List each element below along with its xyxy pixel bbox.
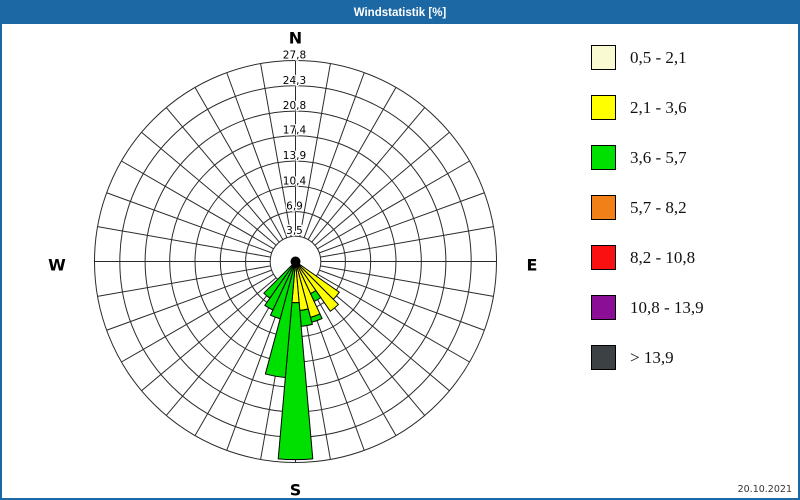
radial-axis-labels: 3,5 6,9 10,4 13,9 17,4 20,8 24,3 27,8 [282, 48, 308, 238]
grid-spoke-290 [106, 192, 272, 254]
chart-area: 3,5 6,9 10,4 13,9 17,4 20,8 24,3 27,8 N S W E 0… [2, 24, 798, 498]
grid-spoke-340 [226, 72, 288, 238]
compass-east-label: E [527, 256, 538, 275]
petal-180-seg [277, 302, 314, 461]
radial-tick-label-0: 3,5 [286, 225, 303, 237]
grid-spoke-120 [317, 273, 470, 363]
grid-spoke-110 [319, 269, 485, 331]
compass-north-label: N [289, 29, 302, 48]
grid-spoke-60 [317, 160, 470, 250]
grid-spoke-300 [121, 160, 274, 250]
grid-spoke-240 [121, 273, 274, 363]
title-bar: Windstatistik [%] [2, 2, 798, 24]
grid-spoke-350 [260, 63, 292, 237]
petal-210-seg [264, 261, 296, 311]
grid-spoke-10 [299, 63, 331, 237]
grid-spoke-80 [320, 226, 494, 258]
rose-center-dot [290, 256, 301, 267]
radial-tick-label-7: 27,8 [283, 50, 306, 62]
wind-rose-chart: 3,5 6,9 10,4 13,9 17,4 20,8 24,3 27,8 N S W E [48, 29, 537, 499]
grid-spoke-320 [165, 107, 280, 243]
grid-spoke-40 [311, 107, 426, 243]
grid-spoke-210 [194, 283, 284, 436]
radial-tick-label-4: 17,4 [283, 125, 307, 137]
window-title: Windstatistik [%] [353, 7, 447, 19]
grid-spoke-100 [320, 265, 494, 297]
grid-spoke-220 [165, 280, 280, 416]
grid-spoke-70 [319, 192, 485, 254]
petal-220-seg [263, 261, 296, 299]
compass-south-label: S [290, 481, 302, 499]
radial-tick-label-6: 24,3 [283, 75, 306, 87]
grid-spoke-30 [307, 87, 397, 240]
radial-tick-label-5: 20,8 [283, 100, 306, 112]
grid-spoke-330 [194, 87, 284, 240]
petal-140-seg [295, 261, 340, 312]
grid-spoke-150 [307, 283, 397, 436]
compass-west-label: W [48, 256, 66, 275]
grid-spoke-50 [314, 131, 450, 246]
grid-spoke-20 [303, 72, 365, 238]
grid-spoke-280 [97, 226, 271, 258]
date-stamp: 20.10.2021 [737, 484, 792, 495]
radial-tick-label-3: 13,9 [283, 150, 306, 162]
radial-tick-label-2: 10,4 [283, 175, 307, 187]
grid-spoke-250 [106, 269, 272, 331]
radial-tick-label-1: 6,9 [286, 201, 303, 213]
grid-spoke-230 [141, 277, 277, 392]
compass-labels: N S W E [48, 29, 537, 499]
grid-spoke-310 [141, 131, 277, 246]
wind-rose-petals [263, 256, 341, 461]
grid-spoke-260 [97, 265, 271, 297]
grid-spoke-130 [314, 277, 450, 392]
